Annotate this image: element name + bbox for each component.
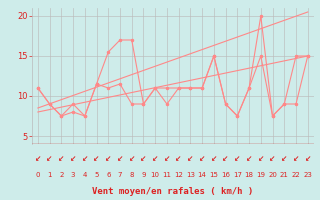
Text: ↙: ↙ [187,154,194,164]
Text: ↙: ↙ [105,154,111,164]
Text: 16: 16 [221,172,230,178]
Text: ↙: ↙ [82,154,88,164]
Text: 20: 20 [268,172,277,178]
Text: ↙: ↙ [234,154,241,164]
Text: 14: 14 [198,172,207,178]
Text: 8: 8 [130,172,134,178]
Text: ↙: ↙ [58,154,65,164]
Text: ↙: ↙ [129,154,135,164]
Text: 5: 5 [94,172,99,178]
Text: ↙: ↙ [293,154,299,164]
Text: 11: 11 [163,172,172,178]
Text: 2: 2 [59,172,64,178]
Text: ↙: ↙ [222,154,229,164]
Text: 15: 15 [209,172,218,178]
Text: 10: 10 [151,172,160,178]
Text: 18: 18 [244,172,253,178]
Text: ↙: ↙ [175,154,182,164]
Text: ↙: ↙ [117,154,123,164]
Text: ↙: ↙ [269,154,276,164]
Text: 17: 17 [233,172,242,178]
Text: 4: 4 [83,172,87,178]
Text: 12: 12 [174,172,183,178]
Text: ↙: ↙ [258,154,264,164]
Text: ↙: ↙ [70,154,76,164]
Text: ↙: ↙ [152,154,158,164]
Text: ↙: ↙ [211,154,217,164]
Text: ↙: ↙ [199,154,205,164]
Text: 23: 23 [303,172,312,178]
Text: ↙: ↙ [140,154,147,164]
Text: 13: 13 [186,172,195,178]
Text: ↙: ↙ [281,154,287,164]
Text: 21: 21 [280,172,289,178]
Text: 0: 0 [36,172,40,178]
Text: 1: 1 [47,172,52,178]
Text: Vent moyen/en rafales ( km/h ): Vent moyen/en rafales ( km/h ) [92,187,253,196]
Text: 22: 22 [292,172,300,178]
Text: 7: 7 [118,172,122,178]
Text: ↙: ↙ [93,154,100,164]
Text: ↙: ↙ [46,154,53,164]
Text: 9: 9 [141,172,146,178]
Text: 6: 6 [106,172,110,178]
Text: ↙: ↙ [164,154,170,164]
Text: 19: 19 [256,172,265,178]
Text: ↙: ↙ [305,154,311,164]
Text: 3: 3 [71,172,75,178]
Text: ↙: ↙ [246,154,252,164]
Text: ↙: ↙ [35,154,41,164]
